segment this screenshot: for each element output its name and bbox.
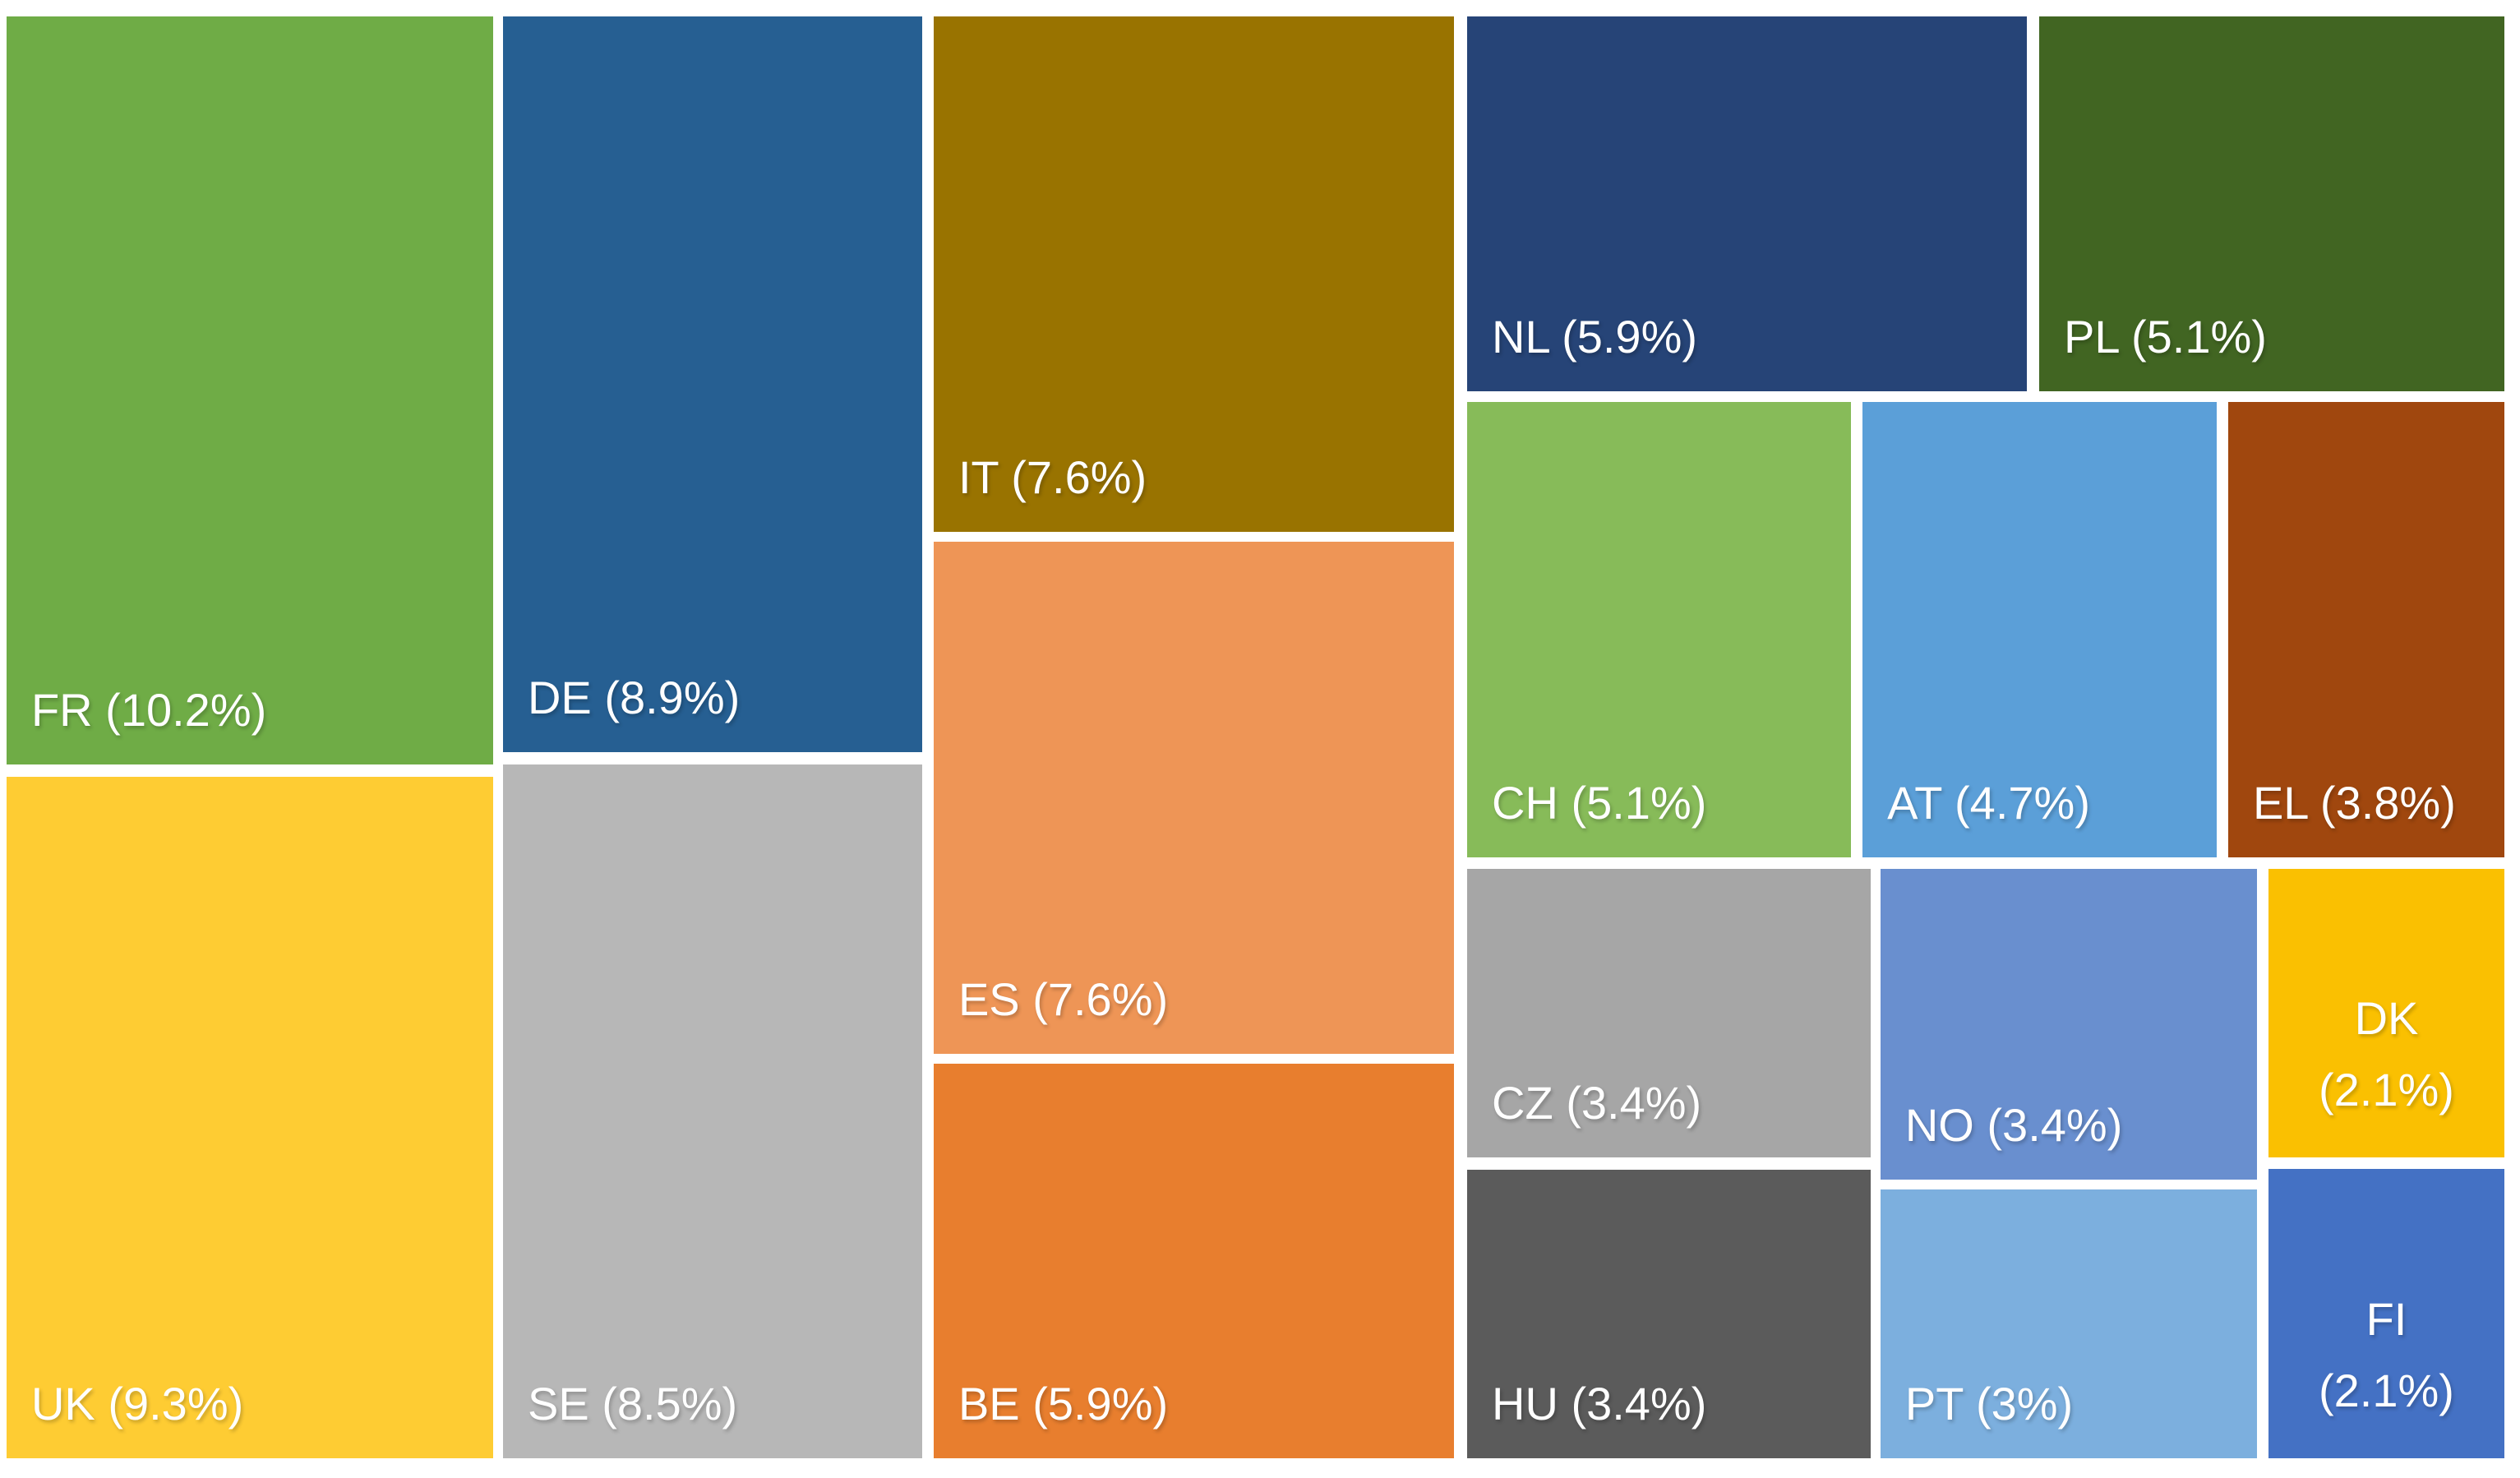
tile-label-it: IT (7.6%) bbox=[958, 451, 1147, 504]
treemap-tile-no: NO (3.4%) bbox=[1880, 869, 2257, 1180]
tile-label-se: SE (8.5%) bbox=[527, 1378, 738, 1430]
treemap-tile-hu: HU (3.4%) bbox=[1467, 1169, 1871, 1458]
treemap-tile-el: EL (3.8%) bbox=[2227, 402, 2504, 857]
tile-label-line: FI bbox=[2365, 1293, 2407, 1346]
treemap-tile-pt: PT (3%) bbox=[1880, 1189, 2257, 1459]
tile-label-pl: PL (5.1%) bbox=[2064, 311, 2267, 363]
treemap-tile-at: AT (4.7%) bbox=[1862, 402, 2218, 857]
tile-label-es: ES (7.6%) bbox=[958, 973, 1169, 1026]
tile-label-fr: FR (10.2%) bbox=[30, 684, 267, 737]
treemap-tile-se: SE (8.5%) bbox=[502, 764, 922, 1458]
tile-label-fi: FI (2.1%) bbox=[2268, 1284, 2504, 1427]
tile-label-at: AT (4.7%) bbox=[1887, 777, 2090, 829]
treemap-tile-nl: NL (5.9%) bbox=[1467, 16, 2027, 391]
tile-label-ch: CH (5.1%) bbox=[1492, 777, 1707, 829]
tile-label-line: (2.1%) bbox=[2319, 1365, 2454, 1417]
treemap-tile-de: DE (8.9%) bbox=[502, 16, 922, 752]
tile-label-pt: PT (3%) bbox=[1904, 1378, 2074, 1430]
treemap-tile-ch: CH (5.1%) bbox=[1467, 402, 1851, 857]
tile-label-be: BE (5.9%) bbox=[958, 1378, 1169, 1430]
treemap-tile-be: BE (5.9%) bbox=[933, 1064, 1455, 1459]
tile-label-de: DE (8.9%) bbox=[527, 672, 741, 724]
tile-label-no: NO (3.4%) bbox=[1904, 1099, 2123, 1152]
tile-label-nl: NL (5.9%) bbox=[1492, 311, 1698, 363]
treemap-tile-dk: DK (2.1%) bbox=[2268, 869, 2504, 1157]
treemap-tile-cz: CZ (3.4%) bbox=[1467, 869, 1871, 1157]
treemap-tile-fi: FI (2.1%) bbox=[2268, 1169, 2504, 1459]
treemap-tile-it: IT (7.6%) bbox=[933, 16, 1455, 532]
tile-label-line: DK bbox=[2354, 992, 2419, 1045]
tile-label-uk: UK (9.3%) bbox=[30, 1378, 244, 1430]
tile-label-dk: DK (2.1%) bbox=[2268, 983, 2504, 1126]
tile-label-hu: HU (3.4%) bbox=[1492, 1378, 1707, 1430]
tile-label-line: (2.1%) bbox=[2319, 1064, 2454, 1116]
treemap-tile-es: ES (7.6%) bbox=[933, 541, 1455, 1054]
tile-label-el: EL (3.8%) bbox=[2252, 777, 2456, 829]
treemap-tile-pl: PL (5.1%) bbox=[2039, 16, 2504, 391]
tile-label-cz: CZ (3.4%) bbox=[1492, 1077, 1702, 1129]
treemap-tile-uk: UK (9.3%) bbox=[6, 777, 493, 1459]
treemap-tile-fr: FR (10.2%) bbox=[6, 16, 493, 764]
